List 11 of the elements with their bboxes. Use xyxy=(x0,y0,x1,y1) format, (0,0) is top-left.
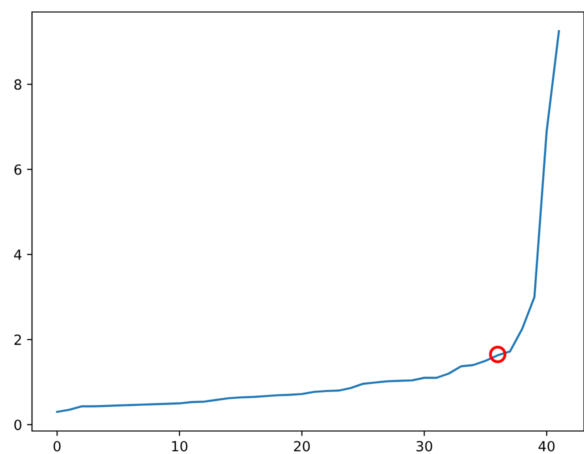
x-tick-label: 0 xyxy=(54,440,61,452)
y-tick-label: 0 xyxy=(14,420,22,430)
x-tick-label: 20 xyxy=(294,440,310,452)
x-tick-label: 10 xyxy=(172,440,188,452)
x-tick-label: 30 xyxy=(416,440,432,452)
y-tick-label: 4 xyxy=(14,250,22,260)
x-tick-label: 40 xyxy=(538,440,555,452)
y-tick-label: 8 xyxy=(14,79,22,90)
y-tick-label: 2 xyxy=(14,334,21,345)
y-tick-label: 6 xyxy=(14,164,22,175)
line-series xyxy=(56,30,560,413)
